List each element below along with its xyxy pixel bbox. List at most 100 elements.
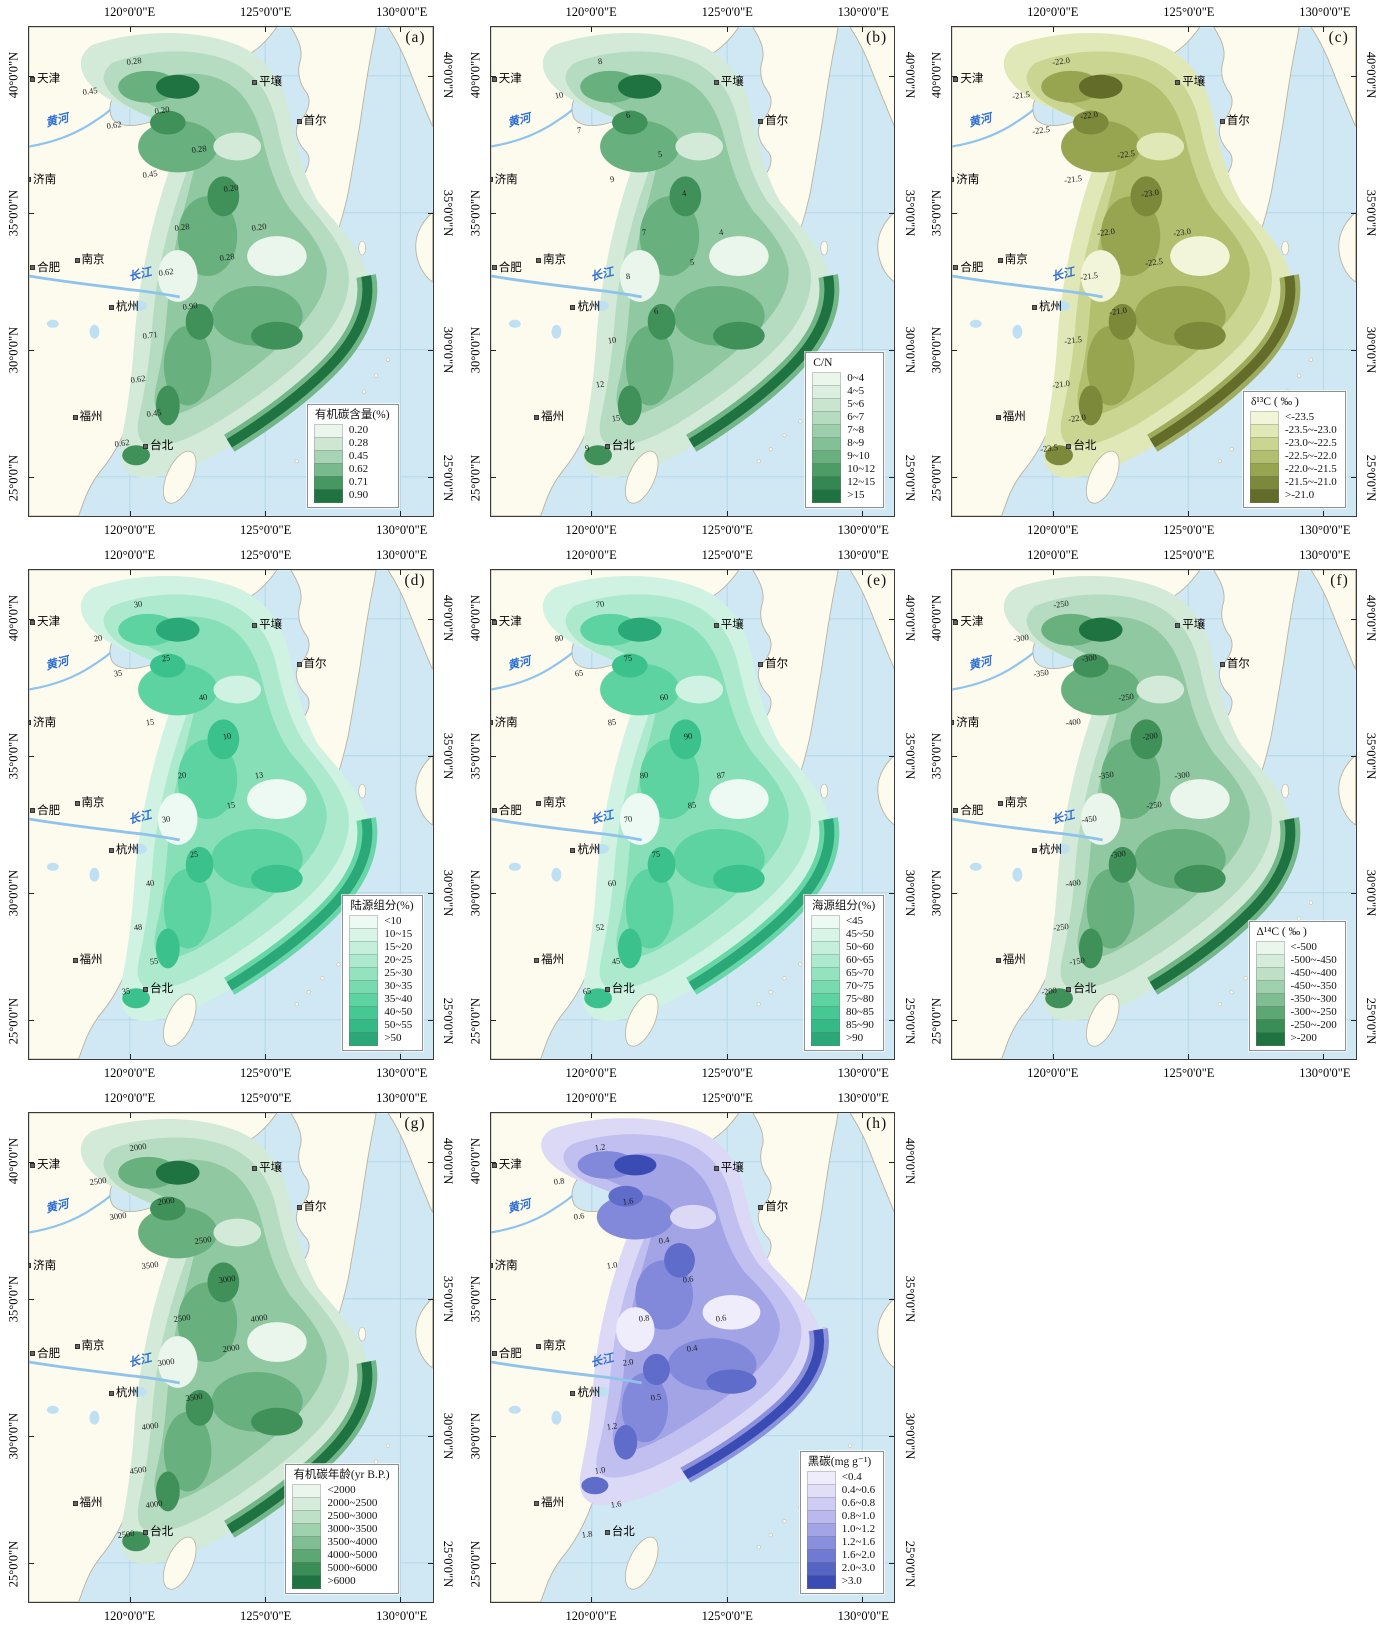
latitude-tick	[889, 212, 895, 214]
data-point-label: 0.6	[573, 1209, 586, 1222]
legend-label: 85~90	[845, 1019, 874, 1031]
city-marker-icon	[713, 1165, 719, 1171]
data-point-label: 1.8	[581, 1527, 594, 1540]
city-name: 杭州	[577, 843, 601, 856]
city-marker-icon	[108, 304, 114, 310]
data-point-label: 85	[687, 799, 698, 811]
data-point-label: 80	[639, 769, 649, 781]
axis-label-longitude: 130°0'0"E	[837, 1609, 889, 1623]
legend-label: 4000~5000	[327, 1549, 378, 1561]
city-name: 平壤	[1182, 618, 1206, 631]
city-name: 天津	[498, 616, 522, 629]
city-label: 合肥	[953, 259, 983, 275]
legend-label: 25~30	[384, 967, 413, 979]
legend-swatch	[810, 979, 840, 994]
legend-label: <0.4	[841, 1471, 862, 1483]
data-point-label: 1.2	[593, 1141, 606, 1153]
data-point-label: 70	[622, 813, 633, 825]
city-name: 平壤	[259, 75, 283, 88]
longitude-tick	[861, 1054, 863, 1059]
axis-label-longitude: 120°0'0"E	[103, 5, 156, 19]
city-label: 福州	[534, 1494, 564, 1510]
city-label: 福州	[534, 951, 564, 967]
axis-label-longitude: 125°0'0"E	[1163, 5, 1215, 19]
city-label: 平壤	[252, 616, 282, 632]
city-label: 天津	[953, 613, 983, 629]
legend-swatch	[313, 436, 343, 451]
latitude-tick	[952, 75, 958, 77]
axis-label-latitude: 35°0'0"N	[902, 732, 917, 779]
city-label: 台北	[143, 980, 173, 996]
legend-swatch	[313, 449, 343, 464]
legend-label: 2.0~3.0	[841, 1562, 876, 1574]
city-name: 台北	[150, 1526, 174, 1539]
data-point-label: -400	[1064, 876, 1082, 889]
legend-row: 0.20	[313, 423, 390, 438]
longitude-tick	[1188, 511, 1190, 516]
legend-label: 0.8~1.0	[841, 1510, 876, 1522]
axis-label-latitude: 35°0'0"N	[441, 1275, 456, 1322]
legend-swatch	[812, 384, 842, 399]
data-point-label: 0.62	[105, 118, 122, 131]
legend-label: >90	[845, 1032, 864, 1044]
city-marker-icon	[490, 177, 493, 183]
axis-label-longitude: 130°0'0"E	[837, 1091, 889, 1105]
panel-e: 120°0'0"E 120°0'0"E 125°0'0"E 125°0'0"E 130°…	[461, 543, 924, 1086]
legend-label: >50	[384, 1032, 402, 1044]
axis-label-latitude: 35°0'0"N	[468, 732, 483, 779]
longitude-tick	[1323, 570, 1325, 575]
longitude-tick	[1188, 570, 1190, 575]
city-label: 济南	[952, 171, 979, 187]
latitude-tick	[889, 476, 895, 478]
axis-label-latitude: 30°0'0"N	[468, 869, 483, 917]
legend-row: -500~-450	[1255, 953, 1337, 968]
city-label: 福州	[995, 408, 1026, 424]
axis-label-latitude: 25°0'0"N	[6, 1540, 21, 1587]
city-name: 合肥	[37, 1347, 61, 1360]
legend-swatch	[313, 488, 343, 503]
city-name: 台北	[611, 440, 635, 453]
latitude-tick	[427, 349, 433, 351]
latitude-tick	[889, 349, 895, 351]
city-marker-icon	[28, 1263, 32, 1269]
city-marker-icon	[713, 79, 719, 85]
longitude-tick	[861, 27, 863, 32]
legend-title: 陆源组分(%)	[350, 899, 414, 912]
city-marker-icon	[252, 79, 258, 85]
legend-swatch	[810, 953, 840, 968]
legend-label: -450~-400	[1290, 967, 1337, 979]
city-name: 杭州	[577, 300, 601, 313]
legend-label: 5~6	[847, 398, 865, 410]
axis-label-longitude: 120°0'0"E	[565, 1066, 617, 1080]
legend-swatch	[810, 914, 840, 929]
legend-row: 2.0~3.0	[806, 1561, 876, 1576]
data-point-label: 2.0	[621, 1356, 634, 1369]
city-marker-icon	[952, 177, 955, 183]
data-point-label: 15	[145, 716, 155, 728]
latitude-tick	[889, 1161, 895, 1163]
data-point-label: 65	[574, 667, 585, 679]
city-label: 天津	[30, 1156, 60, 1172]
data-point-label: -21.0	[1108, 304, 1128, 317]
legend-label: 3000~3500	[327, 1523, 378, 1535]
data-point-label: 30	[133, 598, 143, 610]
longitude-tick	[400, 1597, 402, 1602]
latitude-tick	[29, 476, 34, 478]
latitude-tick	[29, 1019, 34, 1021]
city-marker-icon	[536, 1344, 542, 1350]
legend-label: 30~35	[384, 980, 413, 992]
data-point-label: -400	[1064, 715, 1082, 728]
legend-swatch	[349, 1005, 379, 1020]
legend-row: 80~85	[810, 1005, 875, 1020]
city-name: 天津	[37, 1159, 61, 1172]
axis-label-latitude: 25°0'0"N	[1364, 997, 1379, 1044]
longitude-tick	[265, 511, 267, 516]
longitude-tick	[726, 511, 728, 516]
legend-d: 陆源组分(%) <10 10~15 15~20 20~25 25~30 30~35 35~40…	[342, 894, 423, 1051]
legend-label: -23.0~-22.5	[1285, 437, 1337, 449]
data-point-label: 55	[149, 955, 160, 967]
latitude-tick	[490, 1161, 496, 1163]
city-name: 合肥	[37, 261, 61, 274]
city-name: 天津	[37, 616, 61, 629]
legend-row: 75~80	[810, 992, 875, 1007]
